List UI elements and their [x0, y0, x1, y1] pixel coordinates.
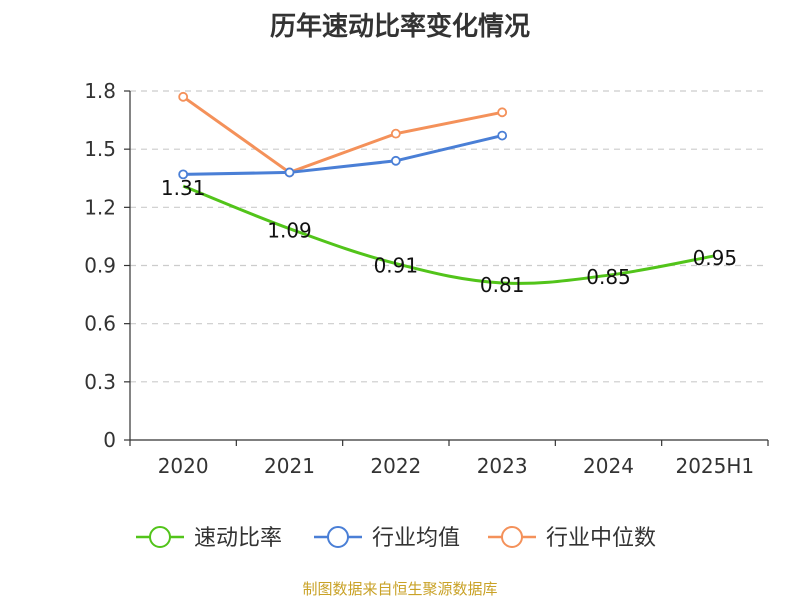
grid-lines — [130, 90, 768, 383]
x-axis-ticks: 2020 2021 2022 2023 2024 2025H1 — [129, 440, 769, 478]
chart-title: 历年速动比率变化情况 — [269, 12, 530, 42]
data-label-2: 0.91 — [374, 254, 419, 278]
series-line-0 — [182, 184, 716, 285]
y-tick-label-2: 0.6 — [84, 312, 116, 336]
series-2-point-0 — [178, 91, 189, 102]
series-1-point-1 — [284, 167, 295, 178]
series-1-point-2 — [390, 155, 401, 166]
x-tick-label-1: 2021 — [264, 454, 315, 478]
x-tick-label-3: 2023 — [477, 454, 528, 478]
legend-marker-0 — [149, 526, 171, 548]
x-tick-label-5: 2025H1 — [675, 454, 754, 478]
x-tick-label-2: 2022 — [370, 454, 421, 478]
data-labels: 1.31 1.09 0.91 0.81 0.85 0.95 — [161, 176, 737, 297]
data-label-4: 0.85 — [586, 265, 631, 289]
legend: 速动比率 行业均值 行业中位数 — [136, 526, 656, 551]
y-tick-label-4: 1.2 — [84, 195, 116, 219]
data-label-5: 0.95 — [693, 246, 738, 270]
data-label-1: 1.09 — [267, 219, 312, 243]
legend-label-0: 速动比率 — [194, 526, 282, 551]
y-tick-label-0: 0 — [103, 428, 116, 452]
legend-label-2: 行业中位数 — [546, 526, 656, 551]
y-tick-label-3: 0.9 — [84, 254, 116, 278]
series-1-point-0 — [178, 169, 189, 180]
series-1-point-3 — [497, 130, 508, 141]
y-tick-label-6: 1.8 — [84, 79, 116, 103]
source-note: 制图数据来自恒生聚源数据库 — [302, 580, 498, 598]
data-label-0: 1.31 — [161, 176, 206, 200]
series-line-2 — [182, 95, 503, 175]
data-label-3: 0.81 — [480, 273, 525, 297]
x-tick-label-4: 2024 — [583, 454, 634, 478]
series-lines — [178, 91, 716, 285]
series-2-point-3 — [497, 107, 508, 118]
series-2-point-2 — [390, 128, 401, 139]
series-line-1 — [183, 134, 503, 176]
x-tick-label-0: 2020 — [158, 454, 209, 478]
legend-marker-1 — [327, 526, 349, 548]
y-axis-ticks: 0 0.3 0.6 0.9 1.2 1.5 1.8 — [84, 79, 130, 452]
legend-label-1: 行业均值 — [372, 526, 460, 551]
y-tick-label-5: 1.5 — [84, 137, 116, 161]
legend-marker-2 — [501, 526, 523, 548]
y-tick-label-1: 0.3 — [84, 370, 116, 394]
